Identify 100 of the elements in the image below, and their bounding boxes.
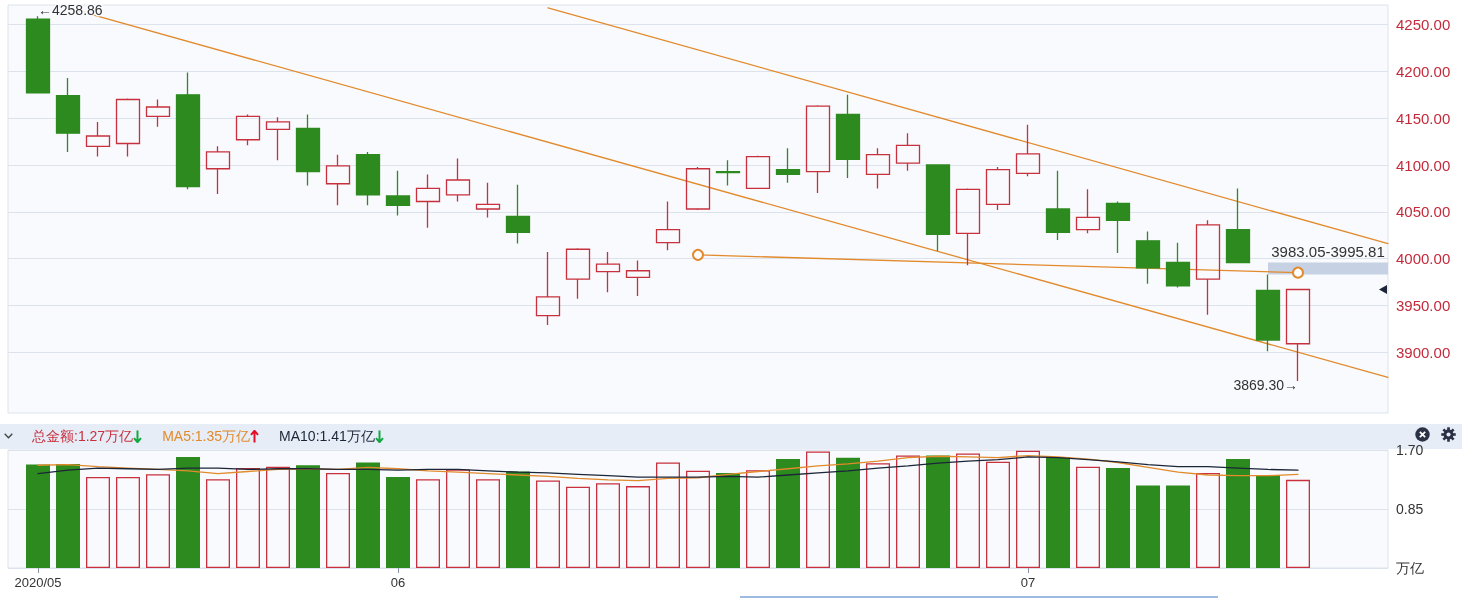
candlestick	[715, 159, 741, 187]
y-tick-label: 3950.00	[1396, 296, 1451, 314]
candlestick	[355, 151, 381, 206]
candlestick	[535, 251, 561, 326]
bar	[806, 451, 830, 568]
candlestick	[445, 157, 471, 203]
bar	[1136, 485, 1160, 568]
candlestick	[955, 187, 981, 266]
candlestick	[145, 98, 171, 128]
candlestick	[865, 147, 891, 190]
candlestick	[985, 166, 1011, 211]
candlestick	[1195, 219, 1221, 316]
x-tick-label: 2020/05	[14, 575, 62, 590]
candlestick	[1045, 169, 1071, 241]
candlestick	[835, 94, 861, 179]
bar	[416, 479, 440, 568]
candlestick	[805, 104, 831, 194]
series-label: MA5:1.35万亿	[162, 427, 251, 446]
bar	[1226, 459, 1250, 568]
series-label: MA10:1.41万亿	[279, 427, 375, 446]
bar	[566, 486, 590, 568]
series-label: 总金额:1.27万亿	[32, 427, 134, 446]
bar	[266, 466, 290, 568]
candlestick	[655, 200, 681, 251]
bar	[776, 459, 800, 568]
bar	[86, 477, 110, 568]
annotation: 3869.30→	[1233, 376, 1298, 393]
bar	[296, 465, 320, 568]
candlestick	[1225, 187, 1251, 264]
bar	[476, 479, 500, 568]
bar	[326, 472, 350, 568]
candlestick	[235, 113, 261, 147]
candlestick	[745, 155, 771, 190]
bar	[506, 471, 530, 568]
bar	[1166, 485, 1190, 568]
y-tick-label: 0.85	[1396, 501, 1424, 517]
y-tick-label: 4250.00	[1396, 16, 1451, 34]
candlestick	[505, 184, 531, 245]
y-tick-label: 4200.00	[1396, 62, 1451, 80]
bar	[356, 462, 380, 568]
candlestick	[1105, 200, 1131, 254]
bar	[926, 455, 950, 568]
candlestick	[775, 147, 801, 184]
bar	[626, 486, 650, 568]
candlestick	[625, 259, 651, 297]
bar	[116, 477, 140, 568]
bar	[596, 483, 620, 568]
candlestick	[1015, 124, 1041, 177]
bar	[1046, 456, 1070, 568]
y-tick-label: 万亿	[1396, 560, 1424, 576]
y-tick-label: 4050.00	[1396, 203, 1451, 221]
candlestick	[1165, 242, 1191, 289]
candlestick	[1135, 230, 1161, 285]
candlestick	[115, 97, 141, 158]
candlestick	[895, 132, 921, 172]
bar	[986, 461, 1010, 568]
bar	[236, 468, 260, 568]
candlestick	[265, 116, 291, 161]
candlestick	[595, 251, 621, 293]
bar	[836, 457, 860, 568]
bar	[1256, 474, 1280, 568]
candlestick	[295, 113, 321, 187]
bar	[1106, 468, 1130, 568]
y-tick-label: 1.70	[1396, 442, 1424, 458]
candlestick	[685, 166, 711, 211]
candlestick	[25, 15, 51, 94]
candlestick	[1285, 288, 1311, 382]
y-tick-label: 4150.00	[1396, 109, 1451, 127]
candlestick	[55, 77, 81, 153]
bar	[206, 479, 230, 568]
candlestick	[565, 247, 591, 300]
candlestick	[385, 169, 411, 217]
bar	[446, 469, 470, 568]
bar	[26, 464, 50, 568]
bar	[146, 474, 170, 568]
x-tick-label: 07	[1020, 575, 1036, 590]
bar	[896, 455, 920, 568]
bar	[686, 470, 710, 568]
bar	[656, 462, 680, 568]
bar	[716, 472, 740, 568]
candlestick	[475, 182, 501, 219]
y-tick-label: 4100.00	[1396, 156, 1451, 174]
y-tick-label: 4000.00	[1396, 250, 1451, 268]
band-label: 3983.05-3995.81	[1271, 242, 1385, 260]
candlestick	[925, 164, 951, 252]
candlestick	[1075, 188, 1101, 234]
candlestick	[175, 71, 201, 190]
candlestick	[85, 121, 111, 158]
bar	[176, 456, 200, 568]
bar	[1286, 479, 1310, 568]
bar	[536, 480, 560, 568]
bar	[956, 453, 980, 568]
candlestick	[205, 145, 231, 195]
bar	[746, 470, 770, 568]
bar	[386, 477, 410, 568]
bar	[866, 463, 890, 568]
bar	[56, 463, 80, 568]
y-tick-label: 3900.00	[1396, 343, 1451, 361]
bar	[1016, 450, 1040, 568]
x-tick-label: 06	[390, 575, 406, 590]
